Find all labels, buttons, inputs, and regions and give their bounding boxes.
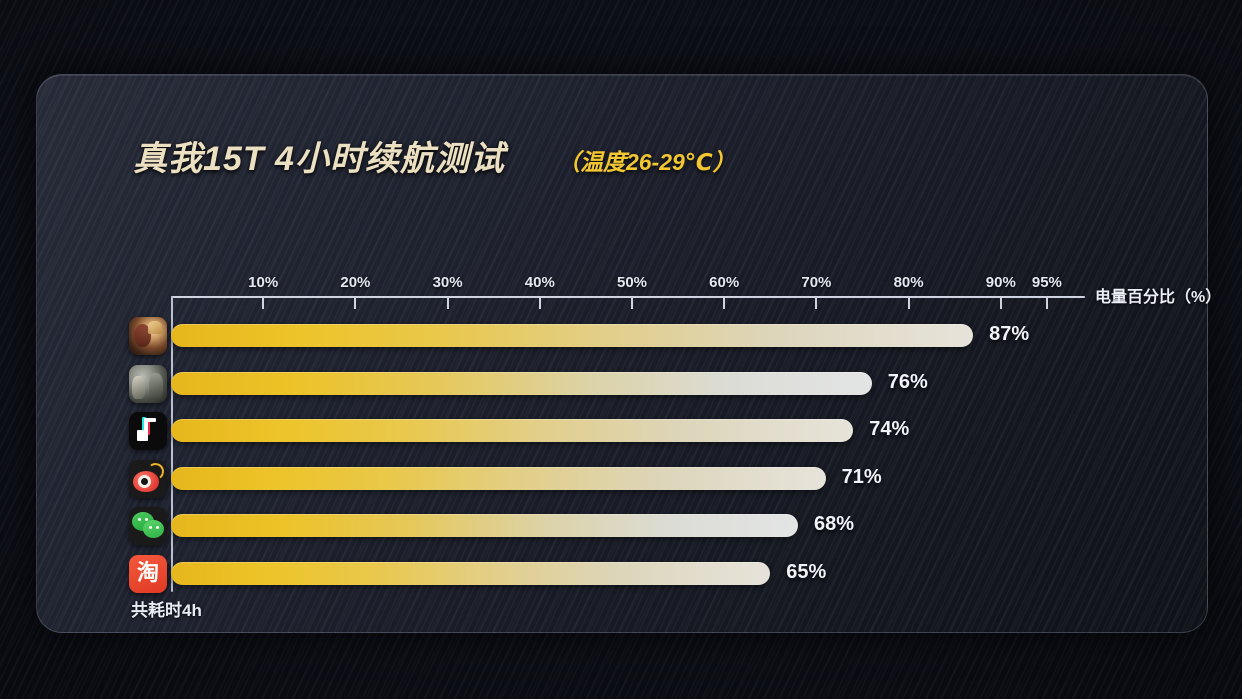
x-axis-tick-label: 10% (248, 274, 279, 291)
x-axis-tick (538, 298, 541, 309)
x-axis-tick-label: 40% (524, 274, 555, 291)
x-axis-tick (999, 298, 1002, 309)
x-axis-tick-label: 60% (709, 274, 740, 291)
bar-value-label: 65% (786, 560, 827, 583)
x-axis-caption: 电量百分比（%） (1095, 289, 1222, 306)
honor-of-kings-icon (129, 317, 167, 355)
bar-value-label: 71% (841, 465, 882, 488)
x-axis-tick-label: 20% (340, 274, 371, 291)
bar-track (171, 561, 771, 585)
bar (171, 561, 771, 585)
x-axis-tick-label: 50% (616, 274, 648, 291)
bar (171, 324, 974, 347)
bar (171, 466, 826, 490)
bar-value-label: 76% (887, 370, 928, 393)
temperature-note: （温度26-29℃） (556, 149, 736, 175)
taobao-icon: 淘 (129, 554, 167, 593)
x-axis-tick (723, 298, 726, 309)
pubg-mobile-icon (129, 364, 167, 403)
x-axis-tick (815, 298, 818, 309)
x-axis-line (171, 296, 1085, 298)
chart-card: 真我15T 4小时续航测试 （温度26-29℃） 10% 20% 30% 40% 50%… (36, 74, 1221, 633)
bar-value-label: 74% (869, 418, 910, 440)
douyin-icon (129, 412, 167, 450)
bar-track (171, 514, 798, 537)
weibo-icon (129, 459, 167, 498)
wechat-icon (129, 507, 167, 545)
x-axis-tick (631, 298, 633, 309)
x-axis-tick-label: 30% (432, 274, 463, 291)
page-title: 真我15T 4小时续航测试 (133, 140, 505, 178)
bar (171, 371, 872, 395)
bar (171, 419, 854, 442)
bar-track (171, 371, 872, 395)
x-axis-tick-label: 80% (893, 274, 924, 291)
bar-chart-plot: 10% 20% 30% 40% 50% 60% 70% 80% 90% 95% 电量百分比（%） … (37, 75, 1221, 632)
bar-track (171, 324, 974, 347)
x-axis-tick (446, 298, 449, 309)
chart-header: 真我15T 4小时续航测试 （温度26-29℃） (133, 131, 736, 180)
x-axis-tick-label: 90% (985, 274, 1016, 291)
x-axis-tick (1045, 298, 1048, 309)
x-axis-tick-label: 70% (801, 274, 832, 291)
x-axis-tick-label: 95% (1031, 274, 1062, 291)
bar-value-label: 87% (989, 323, 1030, 345)
y-axis-line (171, 296, 173, 592)
x-axis-tick (354, 298, 357, 309)
bar-value-label: 68% (813, 513, 854, 535)
bar-track (171, 466, 826, 490)
bar-track (171, 419, 854, 442)
bar (171, 514, 798, 537)
total-duration-note: 共耗时4h (131, 601, 202, 620)
x-axis-tick (907, 298, 910, 309)
x-axis-tick (262, 298, 265, 309)
